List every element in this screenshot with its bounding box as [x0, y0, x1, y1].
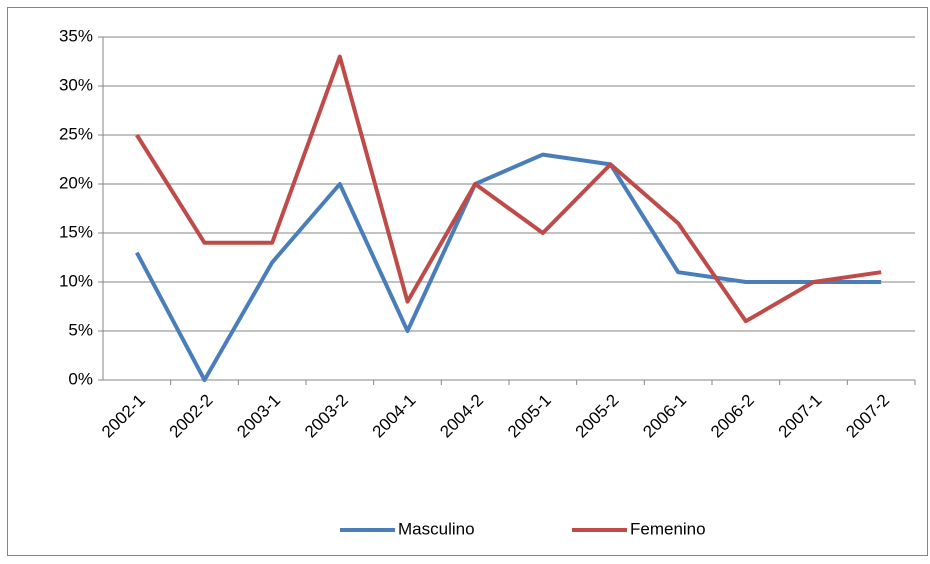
y-tick-label: 0%	[68, 369, 93, 388]
x-tick-label: 2005-2	[572, 391, 623, 442]
x-tick-label: 2006-2	[707, 391, 758, 442]
y-tick-label: 5%	[68, 320, 93, 339]
y-tick-label: 15%	[59, 222, 93, 241]
x-tick-label: 2003-2	[301, 391, 352, 442]
legend-label: Femenino	[630, 519, 706, 538]
x-tick-label: 2004-1	[369, 391, 420, 442]
x-tick-label: 2003-1	[233, 391, 284, 442]
y-tick-label: 35%	[59, 26, 93, 45]
x-tick-label: 2004-2	[436, 391, 487, 442]
x-tick-label: 2002-2	[166, 391, 217, 442]
x-tick-label: 2005-1	[504, 391, 555, 442]
x-tick-label: 2002-1	[98, 391, 149, 442]
x-tick-label: 2007-2	[842, 391, 893, 442]
y-tick-label: 30%	[59, 75, 93, 94]
series-line	[135, 152, 882, 382]
x-tick-label: 2007-1	[775, 391, 826, 442]
series-line	[135, 54, 882, 324]
y-tick-label: 10%	[59, 271, 93, 290]
y-tick-label: 20%	[59, 173, 93, 192]
legend-label: Masculino	[398, 519, 475, 538]
x-tick-label: 2006-1	[639, 391, 690, 442]
y-tick-label: 25%	[59, 124, 93, 143]
chart-frame	[7, 7, 928, 556]
